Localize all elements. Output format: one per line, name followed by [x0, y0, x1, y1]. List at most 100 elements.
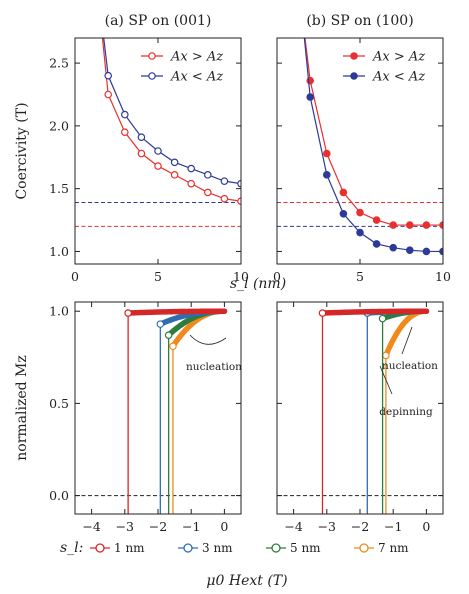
switch-point	[318, 309, 327, 317]
data-point	[204, 171, 212, 179]
data-point	[104, 71, 113, 80]
switch-point	[169, 342, 177, 351]
data-point	[237, 179, 241, 188]
data-point	[154, 162, 162, 170]
bottom-legend-marker	[359, 543, 369, 553]
panel-2: −4 −3 −2 −1 0 0.0 0.5 1.0 normalized Mz nucleatio…	[14, 301, 242, 534]
panel-title: (b) SP on (100)	[306, 13, 413, 29]
data-point	[154, 147, 162, 155]
annotation-leader	[401, 326, 413, 355]
axes-frame	[74, 37, 242, 265]
data-point	[322, 171, 331, 179]
data-point	[306, 93, 315, 101]
data-point	[170, 158, 179, 167]
bottom-legend: s_l: 1 nm 3 nm 5 nm 7 nm	[60, 540, 409, 556]
legend: Ax > Az Ax < Az	[343, 50, 425, 85]
legend-marker	[350, 72, 358, 80]
data-point	[405, 221, 414, 229]
annotation-nucleation: nucleation	[382, 360, 438, 372]
legend-label: Ax < Az	[372, 70, 425, 85]
y-tick-label: 0.0	[49, 488, 69, 503]
data-point	[372, 240, 381, 248]
bottom-legend-marker	[95, 543, 105, 553]
y-axis-label: Coercivity (T)	[14, 102, 30, 199]
x-tick-label: −1	[384, 519, 402, 534]
x-tick-label: −3	[116, 519, 134, 534]
switch-point	[156, 320, 165, 328]
data-point	[339, 209, 348, 218]
data-point	[220, 177, 229, 185]
switch-point	[164, 331, 173, 339]
legend-marker	[148, 52, 156, 60]
data-point	[405, 246, 414, 254]
data-point	[339, 188, 348, 197]
legend-marker	[148, 72, 156, 80]
data-point	[121, 110, 129, 119]
data-point	[104, 90, 113, 99]
panel-0: 0 5 10 1.0 1.5 2.0 2.5 (a) SP on (001) Ax > AzAx…	[14, 13, 249, 284]
data-point	[187, 179, 196, 188]
switch-point	[124, 309, 132, 317]
x-tick-label: 0	[273, 269, 281, 284]
data-point	[422, 247, 431, 256]
legend-label: Ax > Az	[372, 50, 425, 65]
data-point	[389, 243, 398, 252]
legend-label: Ax > Az	[170, 50, 223, 65]
data-point	[356, 228, 364, 237]
x-tick-label: 0	[71, 269, 79, 284]
legend-marker	[350, 52, 358, 60]
x-tick-label: −4	[284, 519, 302, 534]
axes-frame	[276, 37, 444, 265]
x-tick-label: −1	[182, 519, 200, 534]
data-point	[237, 197, 241, 206]
series-line	[103, 38, 241, 185]
bottom-legend-marker	[183, 543, 193, 553]
y-tick-label: 1.0	[49, 304, 69, 319]
data-point	[372, 216, 381, 224]
y-tick-label: 2.0	[49, 118, 69, 133]
x-tick-label: −3	[318, 519, 336, 534]
plot-area	[75, 308, 241, 514]
series-line	[304, 38, 443, 226]
data-point	[187, 164, 196, 173]
x-tick-label: −4	[82, 519, 100, 534]
annotation-nucleation: nucleation	[186, 361, 242, 373]
y-tick-label: 1.5	[49, 181, 69, 196]
data-point	[137, 149, 146, 158]
bottom-legend-entry: 3 nm	[202, 541, 233, 555]
switch-point	[382, 351, 390, 360]
bottom-legend-marker	[271, 543, 281, 553]
y-tick-label: 0.5	[49, 396, 69, 411]
panel-3: −4 −3 −2 −1 0 nucleation depinning	[276, 301, 444, 534]
x-tick-label: 0	[422, 519, 430, 534]
annotation-depinning: depinning	[379, 406, 433, 418]
legend: Ax > Az Ax < Az	[141, 50, 223, 85]
series-line	[303, 38, 443, 253]
y-tick-label: 2.5	[49, 56, 69, 71]
x-axis-label-bottom: μ0 Hext (T)	[206, 573, 287, 589]
x-axis-label-top: s_l (nm)	[230, 276, 286, 292]
plot-area	[277, 308, 443, 514]
data-point	[422, 221, 431, 229]
panel-title: (a) SP on (001)	[105, 13, 212, 29]
x-tick-label: 5	[356, 269, 364, 284]
x-tick-label: −2	[351, 519, 369, 534]
y-tick-label: 1.0	[49, 244, 69, 259]
loop-band	[125, 308, 228, 316]
plot-area	[277, 38, 443, 256]
data-point	[389, 221, 398, 229]
data-point	[170, 171, 179, 179]
bottom-legend-label: s_l:	[60, 540, 83, 556]
x-tick-label: 0	[220, 519, 228, 534]
plot-area	[75, 38, 241, 227]
x-tick-label: 10	[233, 269, 249, 284]
x-tick-label: 5	[154, 269, 162, 284]
y-axis-label: normalized Mz	[14, 355, 30, 461]
x-tick-label: −2	[149, 519, 167, 534]
data-point	[220, 194, 229, 203]
series-line	[101, 38, 241, 202]
data-point	[204, 188, 212, 197]
panel-1: 0 5 10 (b) SP on (100) Ax > Az Ax < Az	[273, 13, 451, 284]
data-point	[356, 208, 364, 217]
